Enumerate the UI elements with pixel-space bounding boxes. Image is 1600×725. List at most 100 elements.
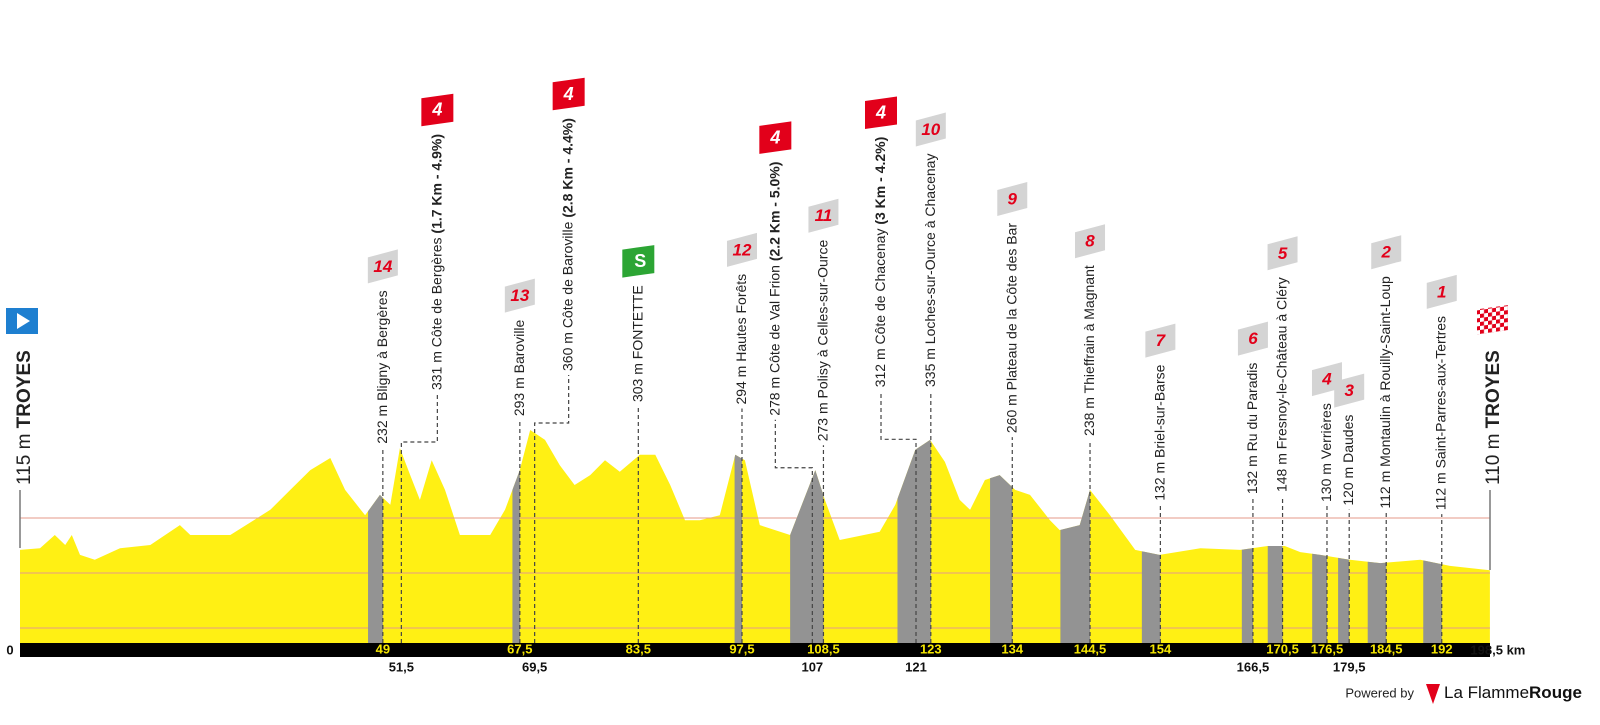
gravel-sector bbox=[368, 494, 383, 643]
waypoint-name: 303 m FONTETTE bbox=[629, 285, 645, 402]
waypoint-label: 120 m Daudes bbox=[1340, 415, 1356, 506]
badge: 4 bbox=[865, 96, 898, 129]
km-marker: 166,5 bbox=[1237, 659, 1270, 674]
waypoint-label: 312 m Côte de Chacenay (3 Km - 4.2%) bbox=[872, 137, 888, 388]
gravel-sector bbox=[512, 469, 520, 643]
waypoint-label: 331 m Côte de Bergères (1.7 Km - 4.9%) bbox=[428, 134, 444, 390]
sector-badge bbox=[1075, 224, 1106, 259]
waypoint-name: 293 m Baroville bbox=[511, 319, 527, 416]
sprint-badge bbox=[622, 245, 655, 278]
waypoint-name: 112 m Saint-Parres-aux-Tertres bbox=[1432, 316, 1448, 510]
sector-number: 7 bbox=[1156, 331, 1167, 350]
waypoint-label: 293 m Baroville bbox=[511, 319, 527, 416]
brand-light: La Flamme bbox=[1444, 683, 1529, 702]
sector-number: 12 bbox=[733, 240, 752, 259]
badge: S bbox=[622, 245, 655, 278]
km-axis: 49 67,5 83,5 97,5 108,5 123 134 144,5 154 170,5 17… bbox=[6, 641, 1525, 674]
climb-category: 4 bbox=[431, 100, 442, 120]
finish-flag bbox=[1477, 305, 1508, 335]
badge: 4 bbox=[421, 93, 454, 127]
waypoint-label: 335 m Loches-sur-Ource à Chacenay bbox=[922, 154, 938, 387]
sector-number: 1 bbox=[1437, 282, 1446, 301]
finish-altitude: 110 m bbox=[1483, 434, 1504, 485]
sector-number: 13 bbox=[510, 286, 529, 305]
waypoint-label: 278 m Côte de Val Frion (2.2 Km - 5.0%) bbox=[766, 162, 782, 416]
km-marker: 69,5 bbox=[522, 659, 547, 674]
climb-badge bbox=[759, 121, 792, 154]
waypoint-label: 360 m Côte de Baroville (2.8 Km - 4.4%) bbox=[559, 118, 575, 371]
badge: 9 bbox=[997, 181, 1028, 216]
profile-area bbox=[20, 430, 1490, 643]
waypoint-name: 232 m Bligny à Bergères bbox=[374, 290, 390, 443]
sector-badge bbox=[367, 249, 398, 284]
sector-badge bbox=[1426, 274, 1457, 309]
climb-detail: (3 Km - 4.2%) bbox=[872, 137, 888, 225]
km-end: 198,5 km bbox=[1470, 642, 1525, 657]
start-flag-icon bbox=[17, 313, 30, 329]
badge: 14 bbox=[367, 249, 398, 284]
badge: 4 bbox=[552, 77, 585, 111]
badge: 1 bbox=[1426, 274, 1457, 309]
badge: 7 bbox=[1145, 323, 1176, 358]
profile bbox=[20, 430, 1490, 643]
sector-badge bbox=[1371, 235, 1402, 270]
waypoint-label: 238 m Thieffrain à Magnant bbox=[1081, 265, 1097, 436]
km-start: 0 bbox=[6, 642, 13, 657]
sector-badge bbox=[726, 232, 757, 267]
km-marker: 134 bbox=[1001, 641, 1023, 656]
gravel-sector bbox=[1423, 560, 1442, 643]
badge: 5 bbox=[1267, 236, 1298, 271]
brand-logo bbox=[1426, 684, 1440, 704]
km-marker: 192 bbox=[1431, 641, 1453, 656]
waypoint-label: 273 m Polisy à Celles-sur-Ource bbox=[814, 240, 830, 442]
start-name: TROYES bbox=[14, 350, 35, 428]
sector-badge bbox=[1267, 236, 1298, 271]
waypoint-name: 312 m Côte de Chacenay bbox=[872, 225, 888, 388]
gravel-sector bbox=[1338, 557, 1350, 643]
sector-badge bbox=[504, 278, 535, 313]
waypoint-name: 294 m Hautes Forêts bbox=[733, 274, 749, 405]
brand: La FlammeRouge bbox=[1444, 683, 1582, 702]
start-altitude: 115 m bbox=[14, 434, 35, 485]
km-marker: 83,5 bbox=[626, 641, 651, 656]
brand-bold: Rouge bbox=[1529, 683, 1582, 702]
climb-detail: (2.2 Km - 5.0%) bbox=[766, 162, 782, 262]
sector-number: 10 bbox=[921, 120, 940, 139]
waypoint-name: 120 m Daudes bbox=[1340, 415, 1356, 506]
km-marker: 154 bbox=[1150, 641, 1172, 656]
badge: 2 bbox=[1371, 235, 1402, 270]
km-marker: 49 bbox=[376, 641, 390, 656]
km-marker: 144,5 bbox=[1074, 641, 1107, 656]
gravel-sector bbox=[790, 470, 824, 643]
sector-number: 14 bbox=[373, 257, 392, 276]
gravel-sector bbox=[1141, 551, 1161, 643]
sector-badge bbox=[915, 112, 946, 147]
waypoint-line bbox=[774, 419, 813, 643]
waypoint-label: 112 m Montaulin à Rouilly-Saint-Loup bbox=[1377, 276, 1393, 509]
waypoint-name: 331 m Côte de Bergères bbox=[428, 234, 444, 390]
climb-category: 4 bbox=[769, 127, 780, 147]
waypoint-name: 360 m Côte de Baroville bbox=[559, 218, 575, 371]
km-marker: 51,5 bbox=[389, 659, 414, 674]
km-marker: 176,5 bbox=[1311, 641, 1344, 656]
waypoint-name: 260 m Plateau de la Côte des Bar bbox=[1003, 223, 1019, 433]
waypoint-name: 148 m Fresnoy-le-Château à Cléry bbox=[1273, 277, 1289, 492]
climb-detail: (1.7 Km - 4.9%) bbox=[428, 134, 444, 234]
waypoint-name: 278 m Côte de Val Frion bbox=[766, 261, 782, 416]
waypoint-name: 335 m Loches-sur-Ource à Chacenay bbox=[922, 154, 938, 387]
sector-number: 11 bbox=[815, 206, 833, 225]
waypoint-name: 238 m Thieffrain à Magnant bbox=[1081, 265, 1097, 436]
waypoint-label: 132 m Briel-sur-Barse bbox=[1151, 364, 1167, 500]
gravel-sector bbox=[1241, 548, 1253, 643]
badge: 4 bbox=[759, 121, 792, 154]
km-bar bbox=[20, 643, 1490, 657]
sector-badge bbox=[997, 181, 1028, 216]
sector-number: 2 bbox=[1380, 243, 1391, 262]
waypoint-label: 294 m Hautes Forêts bbox=[733, 274, 749, 405]
badge: 13 bbox=[504, 278, 535, 313]
waypoint-label: 148 m Fresnoy-le-Château à Cléry bbox=[1273, 277, 1289, 492]
badge: 10 bbox=[915, 112, 946, 147]
climb-badge bbox=[421, 93, 454, 127]
